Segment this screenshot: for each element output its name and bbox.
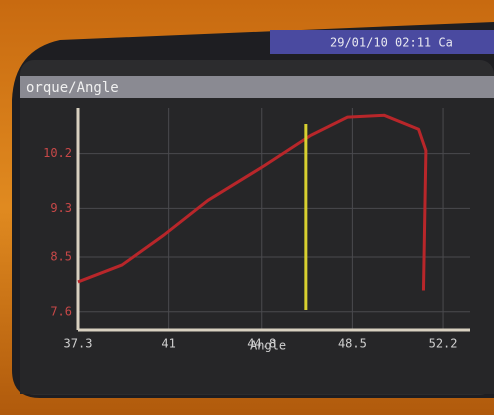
plot-background (20, 98, 494, 394)
x-axis-label: Angle (250, 339, 286, 353)
x-tick-label: 44.8 (247, 337, 276, 351)
y-tick-label: 7.6 (50, 304, 72, 318)
chart-title: orque/Angle (26, 80, 119, 96)
status-bar (270, 30, 494, 54)
y-tick-label: 9.3 (50, 201, 72, 215)
x-tick-label: 48.5 (338, 337, 367, 351)
y-tick-label: 8.5 (50, 250, 72, 264)
title-bar (20, 76, 494, 98)
torque-line (77, 113, 428, 291)
date-time: 29/01/10 02:11 Ca (330, 36, 453, 50)
x-tick-label: 37.3 (64, 337, 93, 351)
y-tick-label: 10.2 (43, 146, 72, 160)
x-tick-label: 41 (161, 337, 175, 351)
x-tick-label: 52.2 (429, 337, 458, 351)
